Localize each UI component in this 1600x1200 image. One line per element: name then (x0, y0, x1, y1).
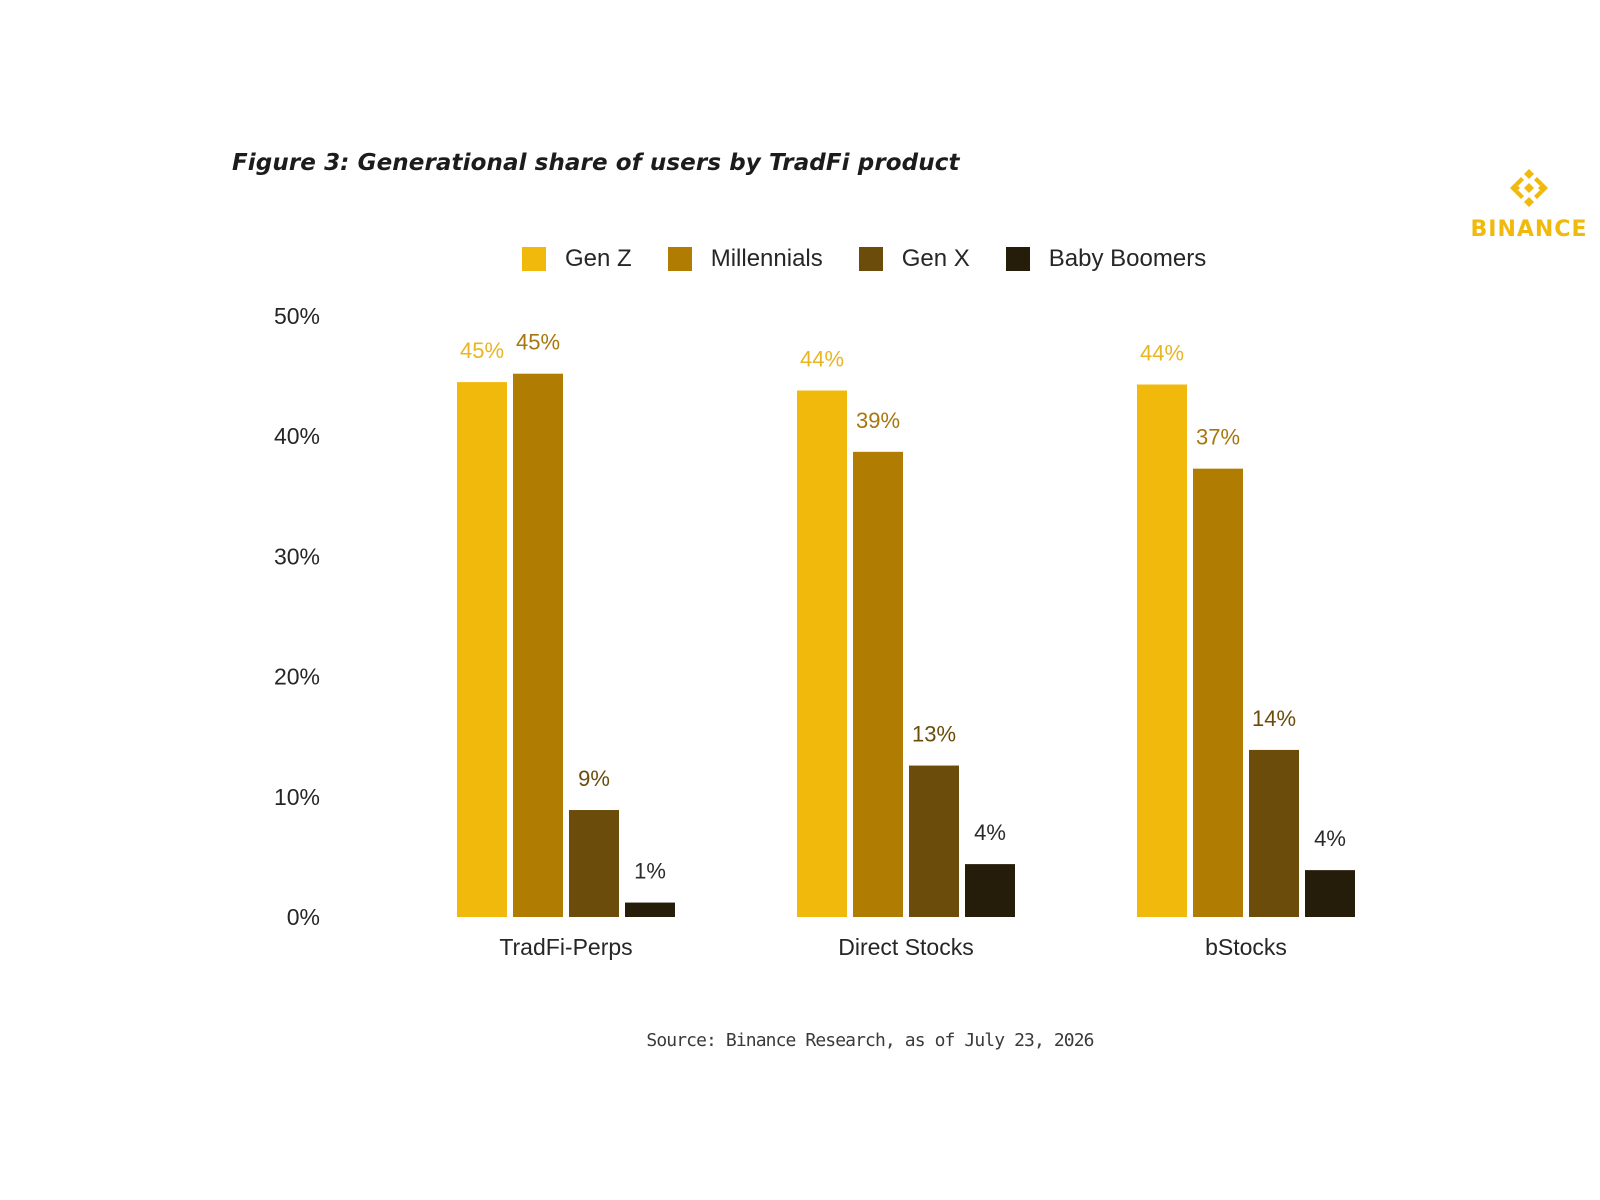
bar-bstocks-baby-boomers (1305, 870, 1355, 917)
figure-title: Figure 3: Generational share of users by… (232, 150, 960, 176)
data-label: 14% (1252, 706, 1296, 731)
x-tick-label: Direct Stocks (838, 934, 973, 960)
legend-item-gen-z: Gen Z (522, 245, 632, 273)
y-tick-label: 0% (287, 904, 320, 930)
legend-item-millennials: Millennials (667, 245, 823, 273)
x-tick-label: TradFi-Perps (499, 934, 632, 960)
legend-label-gen-x: Gen X (901, 245, 970, 272)
legend-swatch-gen-z (522, 247, 546, 271)
bar-direct-stocks-gen-x (909, 765, 959, 917)
legend-label-baby-boomers: Baby Boomers (1048, 245, 1207, 272)
data-label: 4% (974, 820, 1006, 845)
data-label: 4% (1314, 826, 1346, 851)
brand-logo: BINANCE (1468, 168, 1590, 242)
y-tick-label: 20% (274, 664, 320, 690)
bar-bstocks-millennials (1193, 468, 1243, 917)
legend-swatch-millennials (667, 247, 692, 271)
bar-bstocks-gen-z (1137, 384, 1187, 917)
bar-direct-stocks-gen-z (797, 390, 847, 917)
bar-tradfi-perps-baby-boomers (625, 902, 675, 917)
bar-direct-stocks-baby-boomers (965, 864, 1015, 917)
legend-label-millennials: Millennials (710, 245, 823, 272)
data-label: 45% (460, 338, 504, 363)
bar-tradfi-perps-gen-x (569, 810, 619, 917)
bar-bstocks-gen-x (1249, 749, 1299, 917)
data-label: 13% (912, 722, 956, 747)
data-label: 39% (856, 408, 900, 433)
data-label: 9% (578, 766, 610, 791)
bar-tradfi-perps-millennials (513, 373, 563, 917)
data-label: 37% (1196, 425, 1240, 450)
y-tick-label: 30% (274, 543, 320, 569)
data-label: 45% (516, 330, 560, 355)
data-label: 1% (634, 859, 666, 884)
y-tick-label: 40% (274, 423, 320, 449)
binance-logo-icon (1510, 169, 1548, 207)
data-label: 44% (1140, 341, 1184, 366)
data-label: 44% (800, 347, 844, 372)
legend-label-gen-z: Gen Z (565, 245, 632, 272)
brand-wordmark: BINANCE (1470, 217, 1588, 242)
bar-direct-stocks-millennials (853, 451, 903, 917)
legend-item-gen-x: Gen X (858, 245, 970, 273)
legend-item-baby-boomers: Baby Boomers (1005, 245, 1207, 273)
source-note: Source: Binance Research, as of July 23,… (646, 1030, 1094, 1051)
legend-swatch-baby-boomers (1005, 247, 1030, 271)
y-tick-label: 50% (274, 303, 320, 329)
bar-tradfi-perps-gen-z (457, 382, 507, 917)
chart-legend: Gen Z Millennials Gen X Baby Boomers (522, 242, 1242, 276)
legend-swatch-gen-x (858, 247, 883, 271)
x-tick-label: bStocks (1205, 934, 1287, 960)
y-tick-label: 10% (274, 784, 320, 810)
